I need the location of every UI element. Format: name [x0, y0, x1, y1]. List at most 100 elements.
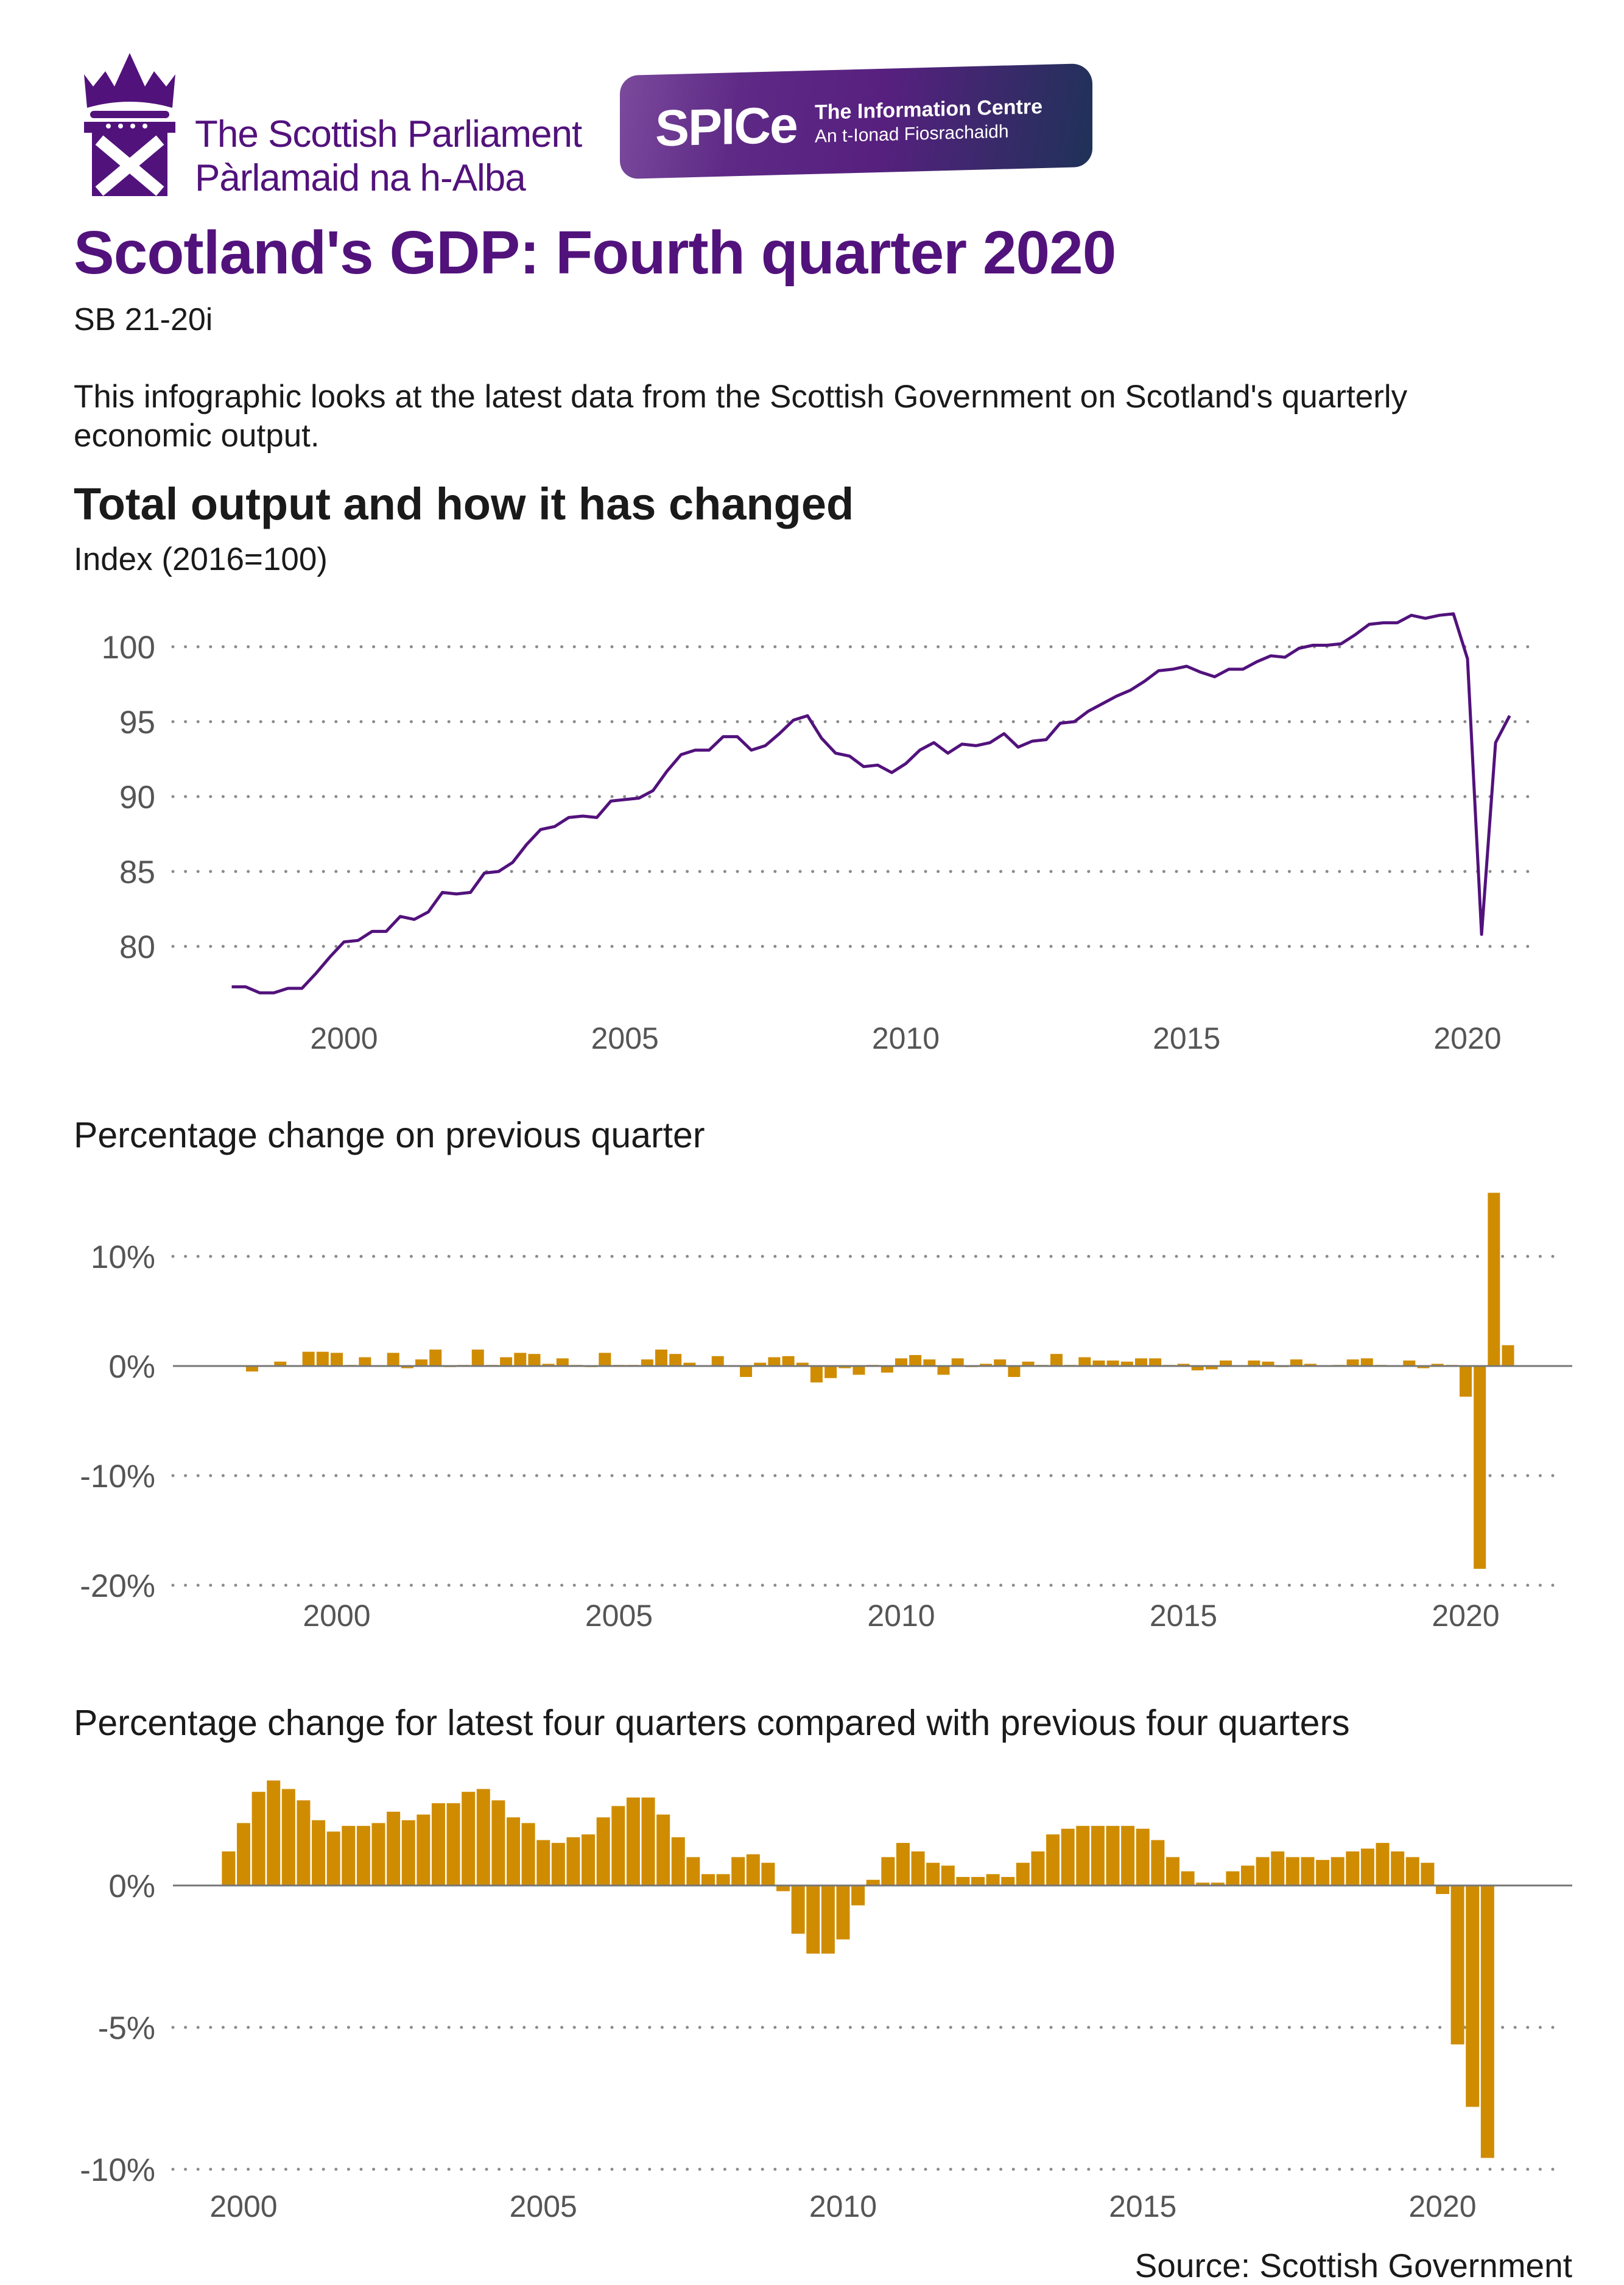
bar [956, 1877, 970, 1885]
bar [1220, 1361, 1232, 1366]
scottish-parliament-logo [84, 53, 175, 196]
bar [245, 1366, 258, 1371]
bar [686, 1857, 700, 1885]
chart-1: 80 85 90 95 100 2000 2005 2010 2015 2020 [102, 612, 1530, 1055]
bar [895, 1358, 907, 1366]
bar [711, 1356, 724, 1366]
bar [1391, 1851, 1405, 1885]
x-tick-label: 2020 [1408, 2189, 1476, 2223]
bar [1022, 1361, 1035, 1366]
bar [1136, 1828, 1150, 1885]
bar [768, 1357, 781, 1366]
y-tick-label: 80 [119, 929, 155, 965]
y-tick-label: 10% [91, 1239, 155, 1275]
bar [1431, 1364, 1444, 1366]
bar [1316, 1860, 1330, 1885]
chart1-ylabel: Index (2016=100) [74, 541, 328, 577]
bar [401, 1366, 413, 1368]
bar [655, 1350, 668, 1366]
bar [281, 1789, 295, 1885]
bar [1151, 1840, 1165, 1885]
y-tick-label: 95 [119, 705, 155, 741]
bar [909, 1355, 922, 1366]
y-tick-label: 0% [108, 1868, 155, 1904]
bar [1149, 1358, 1162, 1366]
bar [312, 1820, 326, 1885]
bar [1405, 1857, 1419, 1885]
bar [1211, 1882, 1225, 1885]
bar [556, 1358, 569, 1366]
bar [641, 1359, 653, 1366]
bar [626, 1797, 640, 1885]
bar [491, 1800, 505, 1885]
x-tick-label: 2000 [310, 1021, 378, 1055]
bar [237, 1823, 250, 1885]
bar [761, 1862, 775, 1885]
bar [754, 1362, 767, 1366]
parliament-name-en: The Scottish Parliament [195, 113, 582, 155]
bar [806, 1885, 820, 1954]
bar [1092, 1361, 1105, 1366]
x-tick-label: 2005 [591, 1021, 659, 1055]
bar [836, 1885, 850, 1940]
bar [342, 1826, 356, 1885]
bar [331, 1353, 343, 1366]
bar [838, 1366, 851, 1368]
bar [796, 1362, 809, 1366]
bar [731, 1857, 745, 1885]
bar [431, 1803, 445, 1885]
y-tick-label: -10% [80, 1459, 155, 1495]
bar [521, 1823, 535, 1885]
bar [359, 1357, 371, 1366]
bar [1205, 1366, 1218, 1370]
bar [821, 1885, 835, 1954]
bar [1421, 1862, 1435, 1885]
bar [824, 1366, 837, 1378]
bar [852, 1366, 865, 1375]
bar [881, 1857, 895, 1885]
bar [740, 1366, 753, 1377]
bar [1241, 1865, 1255, 1885]
bar [387, 1811, 401, 1885]
y-tick-label: 0% [108, 1349, 155, 1385]
bar [683, 1362, 696, 1366]
bar [1061, 1828, 1075, 1885]
bar [267, 1780, 281, 1885]
chart3-title: Percentage change for latest four quarte… [74, 1703, 1350, 1743]
bar [1466, 1885, 1480, 2107]
y-tick-label: 90 [119, 780, 155, 815]
page-title: Scotland's GDP: Fourth quarter 2020 [74, 219, 1116, 287]
bar [1460, 1366, 1472, 1397]
x-tick-label: 2010 [872, 1021, 940, 1055]
bar [923, 1359, 936, 1366]
bar [1196, 1882, 1210, 1885]
bar [1106, 1361, 1119, 1366]
bar [1271, 1851, 1285, 1885]
briefing-reference: SB 21-20i [74, 302, 213, 337]
bar [476, 1789, 490, 1885]
bar [1450, 1885, 1464, 2044]
y-tick-label: -20% [80, 1568, 155, 1604]
source-note: Source: Scottish Government [1134, 2247, 1572, 2284]
bar [1301, 1857, 1315, 1885]
chart-2: 10% 0% -10% -20% 2000 2005 2010 2015 2020 [80, 1192, 1572, 1633]
bar [980, 1364, 993, 1366]
bar [528, 1354, 541, 1366]
bar [1290, 1359, 1302, 1366]
section-title: Total output and how it has changed [74, 479, 854, 529]
bar [1403, 1361, 1416, 1366]
bar [1360, 1848, 1374, 1885]
bar [401, 1820, 415, 1885]
bar [994, 1359, 1007, 1366]
bar [297, 1800, 311, 1885]
bar [415, 1359, 428, 1366]
bar [507, 1817, 521, 1885]
x-tick-label: 2015 [1109, 2189, 1176, 2223]
bar [536, 1840, 550, 1885]
x-tick-label: 2015 [1153, 1021, 1220, 1055]
bar [1502, 1345, 1514, 1366]
bar [251, 1792, 265, 1885]
bar [1177, 1364, 1190, 1366]
bar [1181, 1871, 1195, 1885]
x-tick-label: 2020 [1432, 1599, 1499, 1633]
